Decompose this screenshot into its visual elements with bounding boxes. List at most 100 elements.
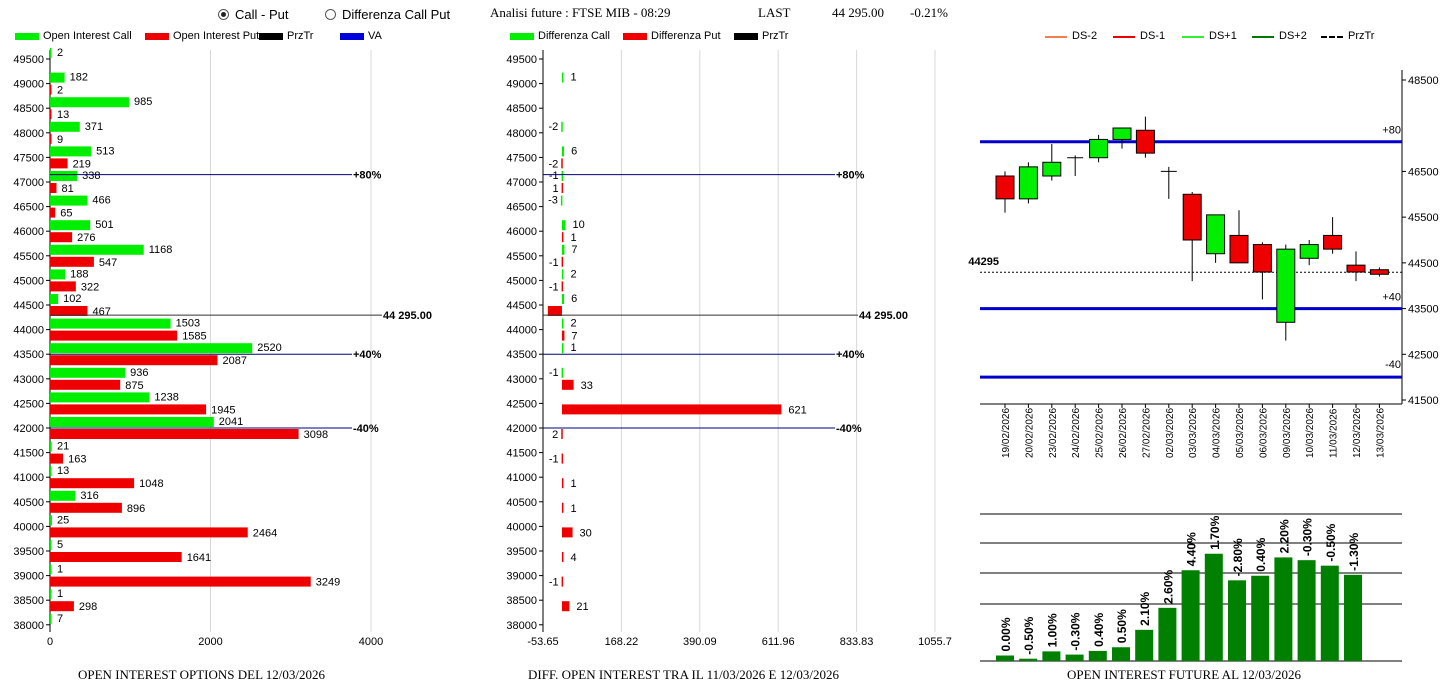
put-bar (50, 158, 68, 169)
y-tick-label: 38500 (13, 595, 44, 607)
put-value-label: 322 (81, 281, 99, 293)
footer-chart4: OPEN INTEREST FUTURE AL 12/03/2026 (1067, 667, 1302, 682)
diff-put-label: 1 (552, 183, 558, 195)
call-bar (50, 220, 91, 231)
put-value-label: 276 (77, 232, 95, 244)
page-title: Analisi future : FTSE MIB - 08:29 (490, 5, 671, 20)
radio-diff[interactable] (325, 9, 336, 20)
legend-swatch-diff-put (623, 33, 647, 40)
call-bar (50, 48, 52, 58)
y-tick-label: 40000 (506, 521, 537, 533)
diff-put-label: 33 (581, 380, 593, 392)
call-bar (50, 392, 150, 403)
diff-put-bar (561, 330, 565, 341)
diff-put-label: 1 (570, 503, 576, 515)
put-bar (50, 256, 94, 267)
put-bar (50, 601, 74, 612)
x-tick-label: 02/03/2026 (1165, 408, 1176, 458)
oi-future-label: 2.10% (1138, 591, 1152, 625)
put-value-label: 1945 (211, 404, 235, 416)
diff-put-label: 7 (571, 331, 577, 343)
diff-put-bar (561, 552, 564, 562)
x-tick-label: 1055.7 (918, 636, 952, 648)
diff-call-bar (561, 121, 563, 132)
va-line-label: -40% (836, 423, 862, 435)
x-tick-label: 26/02/2026 (1118, 408, 1129, 458)
y-tick-label: 49000 (13, 79, 44, 91)
candle-body (1112, 127, 1132, 140)
diff-call-label: 6 (571, 145, 577, 157)
call-bar (50, 417, 214, 427)
call-bar (50, 195, 88, 206)
oi-future-bar (1158, 607, 1177, 661)
oi-future-label: -2.80% (1231, 538, 1245, 576)
y-tick-label: 43500 (506, 349, 537, 361)
x-tick-label: 13/03/2026 (1375, 408, 1386, 458)
call-value-label: 25 (57, 514, 69, 526)
diff-put-bar (561, 502, 564, 513)
put-bar (50, 109, 52, 120)
candle-body (1206, 214, 1226, 255)
diff-call-label: 10 (572, 219, 584, 231)
diff-put-bar (561, 478, 564, 489)
candle-body (1182, 193, 1202, 241)
x-tick-label: 20/02/2026 (1024, 408, 1035, 458)
call-bar (50, 294, 59, 304)
diff-put-label: 21 (576, 601, 588, 613)
price-line-label: 44 295.00 (859, 310, 908, 322)
diff-call-bar (560, 195, 563, 206)
y-tick-label: 44000 (13, 325, 44, 337)
call-value-label: 5 (57, 539, 63, 551)
y-tick-label: 42500 (1408, 349, 1439, 361)
diff-call-label: 2 (570, 268, 576, 280)
diff-call-bar (561, 72, 564, 83)
y-tick-label: 47500 (13, 152, 44, 164)
call-value-label: 21 (57, 441, 69, 453)
x-tick-label: 09/03/2026 (1282, 408, 1293, 458)
y-tick-label: 44500 (506, 300, 537, 312)
y-tick-label: 42500 (13, 398, 44, 410)
y-tick-label: 45000 (506, 275, 537, 287)
x-tick-label: 19/02/2026 (1001, 408, 1012, 458)
legend-diff-call: Differenza Call (538, 30, 610, 42)
call-value-label: 1503 (176, 318, 200, 330)
put-value-label: 3249 (316, 577, 340, 589)
put-value-label: 2087 (222, 355, 246, 367)
diff-call-bar (561, 343, 564, 354)
call-bar (50, 613, 52, 624)
change-value: -0.21% (910, 5, 948, 20)
diff-put-bar (561, 453, 564, 464)
call-value-label: 513 (96, 145, 114, 157)
x-tick-label: 24/02/2026 (1071, 408, 1082, 458)
diff-call-label: -2 (548, 121, 558, 133)
y-tick-label: 48500 (1408, 75, 1439, 87)
radio-diff-label[interactable]: Differenza Call Put (342, 7, 451, 22)
diff-call-bar (561, 146, 565, 157)
x-tick-label: 2000 (198, 636, 222, 648)
put-bar (50, 404, 207, 415)
radio-call-put[interactable] (218, 9, 229, 20)
call-bar (50, 343, 253, 354)
y-tick-label: 49500 (13, 54, 44, 66)
candle-body (1323, 234, 1343, 250)
call-value-label: 1 (57, 588, 63, 600)
oi-future-label: 2.20% (1277, 519, 1291, 553)
y-tick-label: 46000 (506, 226, 537, 238)
put-bar (50, 478, 135, 489)
oi-future-label: -0.50% (1324, 523, 1338, 561)
diff-put-label: -1 (549, 577, 559, 589)
oi-future-label: -0.50% (1022, 616, 1036, 654)
footer-chart2: DIFF. OPEN INTEREST TRA IL 11/03/2026 E … (528, 667, 839, 682)
oi-future-bar (1320, 565, 1339, 661)
diff-call-label: 1 (570, 72, 576, 84)
diff-put-label: 4 (570, 552, 576, 564)
put-bar (50, 453, 64, 464)
call-value-label: 182 (70, 72, 88, 84)
diff-call-label: 1 (570, 342, 576, 354)
call-value-label: 7 (57, 613, 63, 625)
radio-call-put-label[interactable]: Call - Put (235, 7, 289, 22)
y-tick-label: 39000 (13, 571, 44, 583)
put-value-label: 467 (92, 306, 110, 318)
call-bar (50, 97, 130, 108)
put-bar (50, 183, 57, 193)
